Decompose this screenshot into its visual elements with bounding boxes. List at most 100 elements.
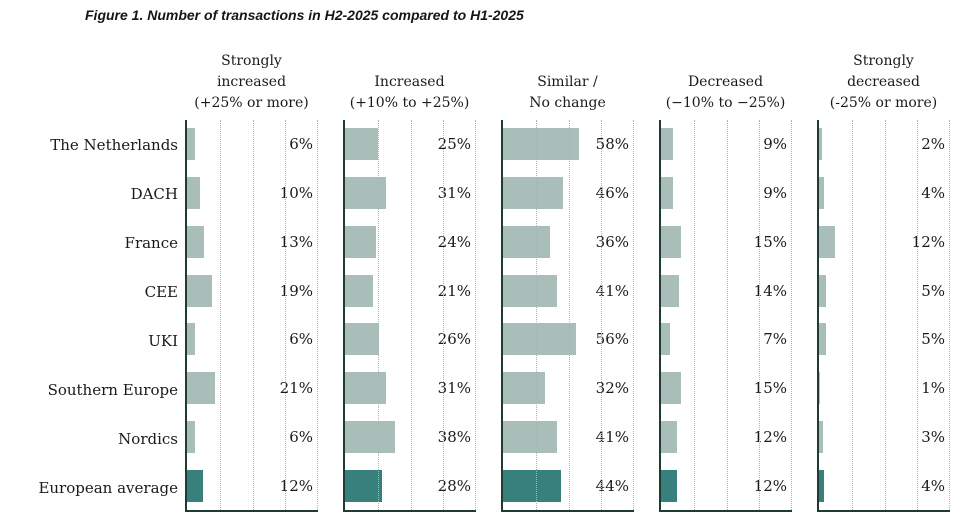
bar-row: 6% — [187, 413, 318, 462]
bar — [503, 469, 561, 502]
gridline-50 — [726, 120, 728, 510]
value-label: 10% — [279, 184, 313, 203]
category-labels: The Netherlands DACH France CEE UKI Southern … — [0, 120, 178, 512]
value-label: 7% — [763, 330, 787, 349]
bar — [819, 372, 821, 405]
gridline-50 — [568, 120, 570, 510]
bar-row: 12% — [187, 461, 318, 510]
bar — [345, 128, 378, 161]
value-label: 5% — [921, 281, 945, 300]
gridline-75 — [285, 120, 287, 510]
gridline-25 — [219, 120, 221, 510]
chart-panel: Strongly increased (+25% or more) 6% 10%… — [185, 53, 318, 512]
row-label: France — [124, 233, 178, 252]
bar-row: 32% — [503, 364, 634, 413]
chart-panel: Strongly decreased (-25% or more) 2% 4% … — [817, 53, 950, 512]
value-label: 15% — [753, 379, 787, 398]
bar-rows: 6% 10% 13% 19% 6% 21% 6% 12% — [187, 120, 318, 510]
value-label: 4% — [921, 184, 945, 203]
bar-row: 46% — [503, 169, 634, 218]
bar-row: 12% — [661, 413, 792, 462]
bar — [187, 420, 195, 453]
bar-row: 41% — [503, 413, 634, 462]
bar-row: 31% — [345, 364, 476, 413]
bar — [503, 372, 545, 405]
gridline-50 — [884, 120, 886, 510]
value-label: 24% — [437, 232, 471, 251]
gridline-25 — [851, 120, 853, 510]
row-label: DACH — [130, 184, 178, 203]
bar — [661, 274, 680, 307]
bar-row: 3% — [819, 413, 950, 462]
bar-row: 4% — [819, 461, 950, 510]
bar — [187, 323, 195, 356]
row-label: The Netherlands — [50, 135, 178, 154]
column-header: Strongly decreased (-25% or more) — [829, 53, 938, 111]
bar-row: 15% — [661, 218, 792, 267]
row-label: CEE — [144, 282, 178, 301]
bar — [187, 274, 212, 307]
panel-plot-area: 6% 10% 13% 19% 6% 21% 6% 12% — [185, 120, 318, 512]
bar-row: 12% — [661, 461, 792, 510]
value-label: 25% — [437, 135, 471, 154]
chart-panel: Similar / No change 58% 46% 36% 41% 56% … — [501, 74, 634, 512]
value-label: 1% — [921, 379, 945, 398]
bar-rows: 9% 9% 15% 14% 7% 15% 12% 12% — [661, 120, 792, 510]
bar — [345, 274, 373, 307]
value-label: 38% — [437, 427, 471, 446]
bar-row: 9% — [661, 169, 792, 218]
value-label: 6% — [289, 427, 313, 446]
bar-row: 6% — [187, 120, 318, 169]
bar-row: 1% — [819, 364, 950, 413]
bar-row: 2% — [819, 120, 950, 169]
bar — [345, 469, 382, 502]
bar-rows: 2% 4% 12% 5% 5% 1% 3% 4% — [819, 120, 950, 510]
bar — [819, 469, 825, 502]
bar — [187, 177, 201, 210]
bar — [819, 177, 825, 210]
value-label: 9% — [763, 184, 787, 203]
value-label: 26% — [437, 330, 471, 349]
bar-rows: 58% 46% 36% 41% 56% 32% 41% 44% — [503, 120, 634, 510]
bar — [503, 128, 579, 161]
panel-plot-area: 9% 9% 15% 14% 7% 15% 12% 12% — [659, 120, 792, 512]
value-label: 12% — [911, 232, 945, 251]
bar — [661, 420, 677, 453]
value-label: 12% — [753, 427, 787, 446]
gridline-25 — [693, 120, 695, 510]
bar-row: 5% — [819, 315, 950, 364]
bar-rows: 25% 31% 24% 21% 26% 31% 38% 28% — [345, 120, 476, 510]
bar — [345, 225, 377, 258]
value-label: 6% — [289, 330, 313, 349]
value-label: 36% — [595, 232, 629, 251]
gridline-75 — [917, 120, 919, 510]
bar-row: 21% — [345, 266, 476, 315]
value-label: 13% — [279, 232, 313, 251]
value-label: 5% — [921, 330, 945, 349]
row-label: Nordics — [118, 429, 178, 448]
column-header: Strongly increased (+25% or more) — [194, 53, 309, 111]
bar — [819, 274, 826, 307]
gridline-25 — [535, 120, 537, 510]
value-label: 56% — [595, 330, 629, 349]
gridline-50 — [410, 120, 412, 510]
bar — [661, 372, 681, 405]
panel-plot-area: 58% 46% 36% 41% 56% 32% 41% 44% — [501, 120, 634, 512]
gridline-75 — [759, 120, 761, 510]
value-label: 32% — [595, 379, 629, 398]
bar-row: 4% — [819, 169, 950, 218]
value-label: 58% — [595, 135, 629, 154]
bar — [819, 128, 822, 161]
value-label: 41% — [595, 427, 629, 446]
bar — [661, 469, 677, 502]
column-header: Decreased (−10% to −25%) — [665, 74, 786, 111]
bar — [661, 128, 673, 161]
bar — [661, 225, 681, 258]
bar — [187, 469, 203, 502]
bar-row: 13% — [187, 218, 318, 267]
bar-row: 38% — [345, 413, 476, 462]
gridline-100 — [791, 120, 792, 510]
bar-row: 25% — [345, 120, 476, 169]
